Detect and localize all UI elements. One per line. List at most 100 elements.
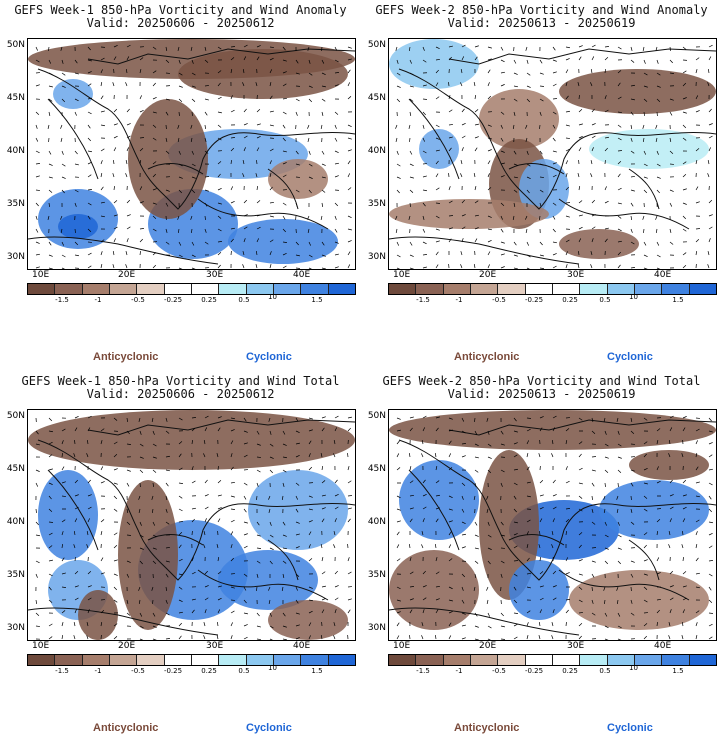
wind-vector bbox=[204, 150, 209, 154]
wind-vector bbox=[152, 443, 157, 447]
wind-vector bbox=[230, 586, 235, 589]
wind-vector bbox=[461, 443, 467, 445]
wind-vector bbox=[151, 508, 154, 513]
wind-vector bbox=[35, 534, 40, 537]
wind-vector bbox=[487, 124, 492, 127]
colorbar-swatch bbox=[552, 655, 581, 665]
wind-vector bbox=[421, 453, 424, 458]
wind-vector bbox=[682, 202, 687, 205]
wind-vector bbox=[61, 428, 66, 432]
wind-vector bbox=[643, 532, 648, 536]
wind-vector bbox=[656, 59, 659, 64]
wind-vector bbox=[422, 494, 427, 497]
wind-vector bbox=[435, 173, 439, 178]
wind-vector bbox=[604, 638, 609, 640]
wind-vector bbox=[539, 59, 543, 64]
wind-vector bbox=[708, 454, 713, 458]
wind-vector bbox=[682, 530, 684, 536]
wind-vector bbox=[487, 82, 490, 87]
wind-vector bbox=[500, 521, 504, 526]
wind-vector bbox=[682, 265, 687, 269]
wind-vector bbox=[461, 123, 466, 126]
wind-vector bbox=[408, 124, 411, 129]
wind-vector bbox=[126, 135, 131, 139]
wind-vector bbox=[474, 56, 478, 61]
wind-vector bbox=[513, 468, 518, 471]
wind-vector bbox=[669, 415, 674, 419]
wind-vector bbox=[203, 544, 206, 549]
wind-vector bbox=[308, 544, 311, 549]
wind-vector bbox=[539, 267, 545, 269]
wind-vector bbox=[669, 59, 674, 64]
wind-vector bbox=[435, 69, 439, 74]
wind-vector bbox=[243, 482, 248, 486]
wind-vector bbox=[347, 187, 352, 191]
wind-vector bbox=[165, 455, 170, 458]
wind-vector bbox=[643, 599, 648, 603]
lat-label: 45N bbox=[6, 464, 25, 474]
wind-vector bbox=[421, 531, 424, 536]
wind-vector bbox=[74, 98, 79, 102]
wind-vector bbox=[474, 534, 479, 537]
wind-vector bbox=[435, 416, 440, 419]
wind-vector bbox=[656, 557, 660, 562]
wind-vector bbox=[243, 199, 248, 204]
wind-vector bbox=[139, 228, 145, 230]
wind-vector bbox=[321, 202, 324, 207]
wind-vector bbox=[125, 82, 128, 87]
wind-vector bbox=[48, 430, 53, 433]
wind-vector bbox=[112, 251, 115, 256]
colorbar-swatch bbox=[328, 655, 355, 665]
wind-vector bbox=[321, 416, 326, 419]
wind-vector bbox=[347, 58, 352, 61]
colorbar-swatch bbox=[416, 655, 444, 665]
wind-vector bbox=[474, 625, 479, 628]
wind-vector bbox=[539, 176, 545, 178]
wind-vector bbox=[565, 557, 569, 562]
wind-vector bbox=[552, 111, 557, 115]
wind-vector bbox=[61, 267, 66, 269]
wind-vector bbox=[308, 98, 313, 103]
wind-vector bbox=[643, 111, 645, 117]
wind-vector bbox=[152, 430, 155, 435]
wind-vector bbox=[334, 162, 339, 165]
wind-vector bbox=[230, 519, 235, 523]
wind-vector bbox=[448, 81, 450, 87]
wind-vector bbox=[409, 543, 411, 549]
wind-vector bbox=[191, 466, 194, 471]
wind-vector bbox=[308, 622, 312, 627]
wind-vector bbox=[295, 189, 300, 193]
wind-vector bbox=[152, 173, 156, 178]
wind-vector bbox=[487, 534, 492, 538]
wind-vector bbox=[409, 150, 413, 155]
colorbar-swatch bbox=[164, 284, 192, 294]
wind-vector bbox=[669, 46, 671, 52]
colorbar-swatch bbox=[552, 284, 581, 294]
wind-vector bbox=[269, 547, 274, 550]
wind-vector bbox=[461, 135, 466, 139]
wind-vector bbox=[460, 69, 463, 74]
wind-vector bbox=[473, 495, 476, 500]
wind-vector bbox=[565, 215, 570, 218]
wind-vector bbox=[487, 228, 492, 231]
wind-vector bbox=[617, 215, 622, 219]
wind-vector bbox=[396, 544, 400, 549]
wind-vector bbox=[152, 124, 157, 128]
wind-vector bbox=[61, 481, 66, 484]
wind-vector bbox=[152, 625, 157, 629]
wind-vector bbox=[682, 228, 687, 232]
wind-vector bbox=[500, 46, 504, 51]
wind-vector bbox=[191, 609, 195, 614]
wind-vector bbox=[242, 264, 245, 269]
wind-vector bbox=[669, 427, 673, 432]
wind-vector bbox=[217, 202, 222, 205]
wind-vector bbox=[256, 521, 260, 526]
wind-vector bbox=[695, 635, 698, 640]
wind-vector bbox=[282, 59, 287, 62]
lon-label: 40E bbox=[293, 641, 311, 651]
wind-vector bbox=[61, 452, 63, 458]
wind-vector bbox=[708, 44, 713, 48]
wind-vector bbox=[100, 215, 105, 218]
wind-vector bbox=[643, 176, 648, 179]
wind-vector bbox=[321, 465, 324, 471]
